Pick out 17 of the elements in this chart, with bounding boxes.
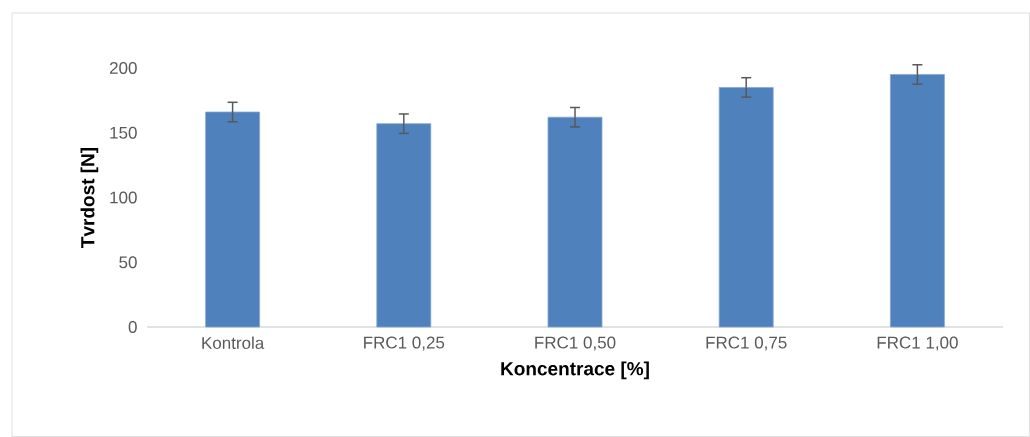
bar [718, 87, 774, 328]
y-tick-label: 0 [128, 320, 137, 334]
x-axis-title: Koncentrace [%] [501, 361, 649, 380]
x-tick-label: Kontrola [202, 336, 265, 350]
x-tick-label: FRC1 1,00 [877, 336, 958, 351]
y-tick-label: 50 [119, 256, 137, 269]
bar [376, 123, 432, 328]
y-axis-title: Tvrdost [N] [80, 147, 99, 248]
x-tick-label: FRC1 0,25 [364, 336, 445, 351]
y-tick-label: 100 [110, 191, 137, 204]
y-tick-label: 150 [110, 126, 137, 139]
bar [890, 74, 945, 328]
x-tick-label: FRC1 0,50 [535, 336, 616, 351]
bar [547, 116, 603, 328]
bar [205, 111, 261, 328]
x-tick-label: FRC1 0,75 [706, 336, 787, 351]
y-tick-label: 200 [109, 61, 137, 75]
